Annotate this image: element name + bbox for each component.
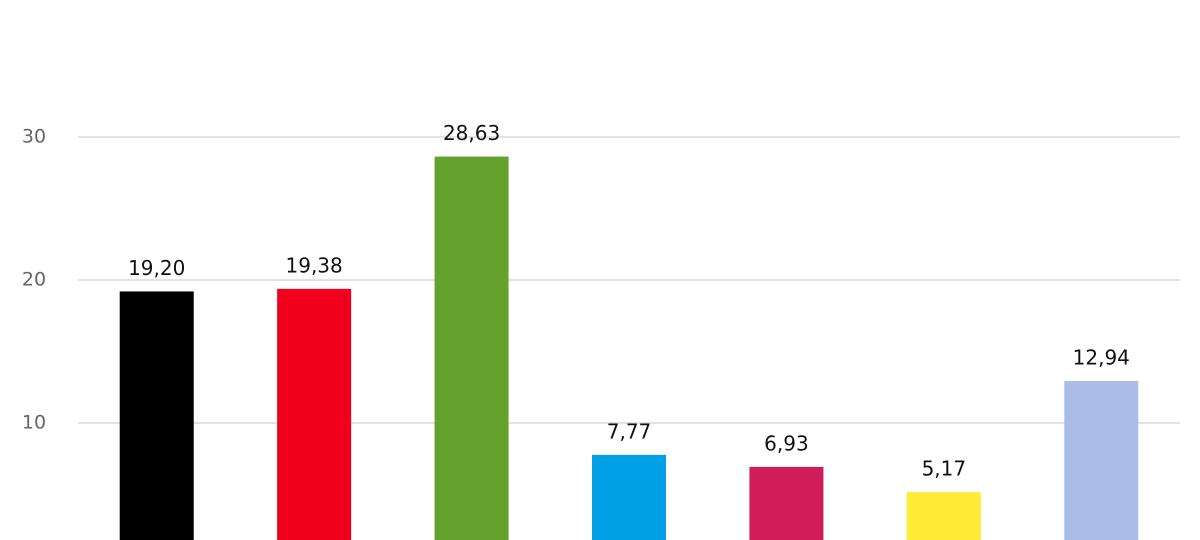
value-label: 6,93	[764, 431, 809, 455]
y-tick-label: 30	[22, 126, 46, 148]
bar	[592, 454, 666, 540]
y-tick-label: 40	[22, 0, 46, 5]
value-label: 5,17	[922, 457, 967, 481]
bar	[277, 288, 352, 540]
value-label: 28,63	[443, 121, 500, 145]
bar	[749, 466, 824, 540]
bar	[906, 492, 981, 540]
y-tick-label: 20	[22, 269, 46, 291]
y-tick-label: 10	[22, 412, 46, 434]
bar	[1064, 380, 1139, 540]
value-label: 19,38	[286, 253, 343, 277]
value-label: 12,94	[1073, 345, 1130, 369]
value-label: 19,20	[128, 256, 185, 280]
bar	[119, 291, 194, 540]
value-label: 7,77	[607, 419, 652, 443]
bar	[434, 156, 509, 540]
